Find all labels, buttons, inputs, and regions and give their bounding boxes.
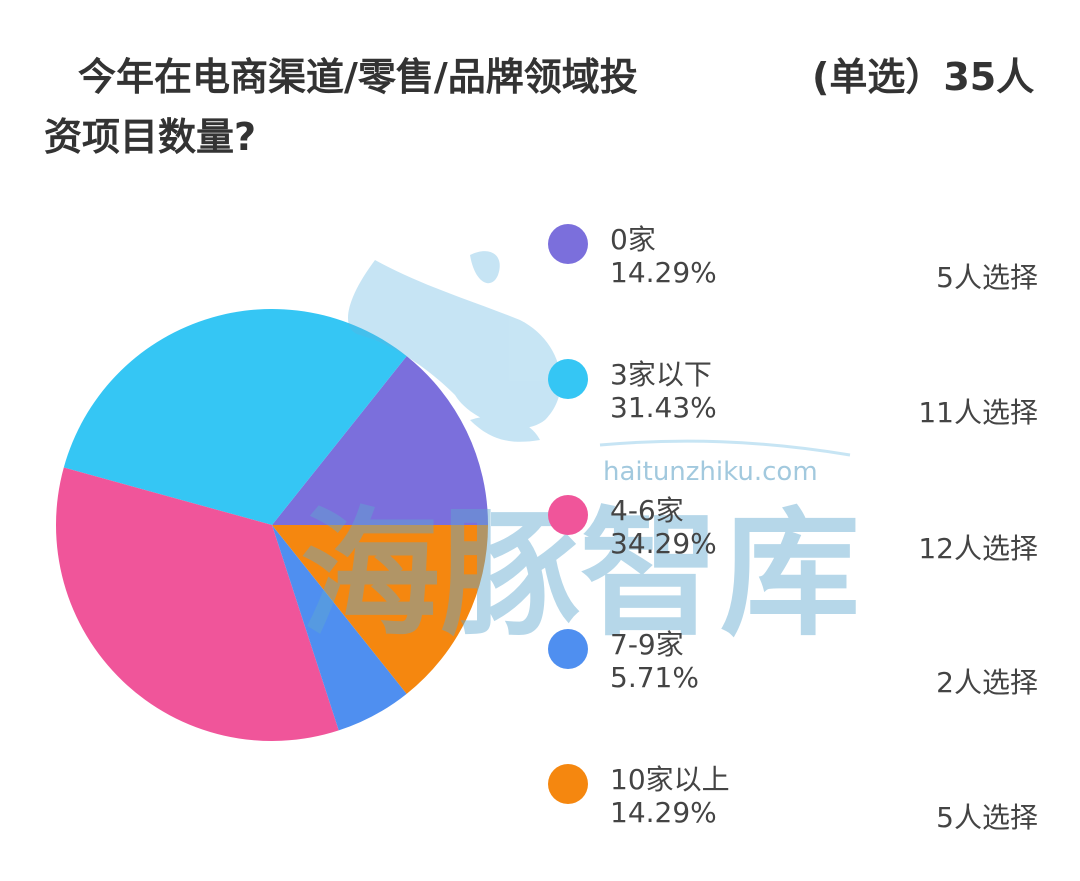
legend-label: 10家以上 [610,763,730,796]
legend-label: 3家以下 [610,358,712,391]
chart-title-line1: 今年在电商渠道/零售/品牌领域投 [78,55,638,99]
legend-count: 12人选择 [918,532,1038,565]
pie-slice-3 [272,525,407,731]
legend-label: 7-9家 [610,628,684,661]
legend-count: 5人选择 [936,261,1038,294]
legend-percentage: 31.43% [610,391,717,424]
legend-percentage: 14.29% [610,256,717,289]
legend-item-4: 10家以上 14.29% 5人选择 [548,758,1038,858]
legend-item-0: 0家 14.29% 5人选择 [548,218,1038,318]
legend-item-2: 4-6家 34.29% 12人选择 [548,489,1038,589]
pie-slice-4 [272,525,488,694]
legend-swatch [548,764,588,804]
pie-slice-2 [56,467,339,741]
legend-label: 4-6家 [610,494,684,527]
legend-item-3: 7-9家 5.71% 2人选择 [548,623,1038,723]
legend-swatch [548,224,588,264]
legend-swatch [548,495,588,535]
legend-swatch [548,629,588,669]
legend-percentage: 5.71% [610,661,699,694]
legend-item-1: 3家以下 31.43% 11人选择 [548,353,1038,453]
pie-slice-1 [63,309,407,525]
legend-percentage: 14.29% [610,796,717,829]
legend-count: 5人选择 [936,801,1038,834]
chart-title-line2: 资项目数量? [44,115,257,159]
legend-count: 2人选择 [936,666,1038,699]
pie-slice-0 [272,356,488,525]
chart-title-meta: (单选）35人 [812,55,1035,99]
legend-percentage: 34.29% [610,527,717,560]
legend-swatch [548,359,588,399]
legend-label: 0家 [610,223,656,256]
legend-count: 11人选择 [918,396,1038,429]
